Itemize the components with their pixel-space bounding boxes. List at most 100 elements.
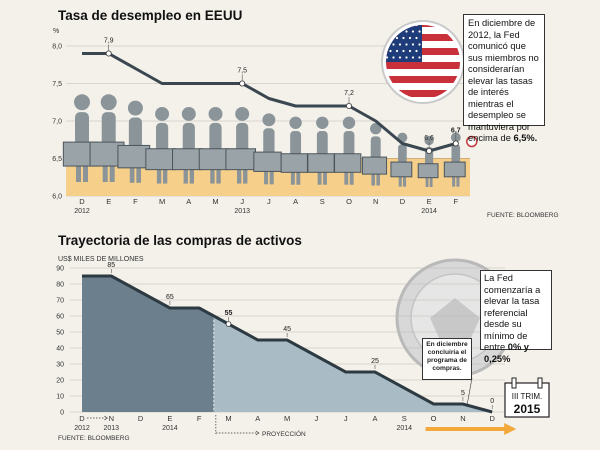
person-figure <box>390 132 413 187</box>
person-figure <box>225 107 257 184</box>
person-figure <box>334 116 362 185</box>
value-marker <box>239 80 246 87</box>
y-tick-label: 7,0 <box>52 119 62 126</box>
value-label: 6,7 <box>451 128 461 135</box>
calendar-icon: III TRIM. 2015 <box>504 377 550 418</box>
unemployment-y-unit: % <box>53 28 59 35</box>
fed-note-2-bold: 0% y 0,25% <box>484 342 529 364</box>
x-tick-label: O <box>431 414 437 423</box>
x-tick-label: D <box>79 414 85 423</box>
y-tick-label: 50 <box>56 330 64 337</box>
x-tick-label: A <box>372 414 377 423</box>
y-tick-label: 70 <box>56 298 64 305</box>
purchases-line <box>82 274 493 414</box>
value-label: 45 <box>283 326 291 333</box>
us-flag-icon <box>381 20 465 104</box>
value-label: 6,6 <box>424 135 434 142</box>
fed-note-unemployment: En diciembre de 2012, la Fed comunicó qu… <box>463 14 545 143</box>
end-marker <box>466 135 478 148</box>
value-marker <box>105 50 112 57</box>
x-tick-label: D <box>79 197 85 206</box>
value-marker <box>345 103 352 110</box>
x-tick-label: D <box>400 197 406 206</box>
x-tick-label: S <box>402 414 407 423</box>
assets-chart-title: Trayectoria de las compras de activos <box>58 233 302 248</box>
assets-y-unit: US$ MILES DE MILLONES <box>58 256 144 263</box>
value-label: 85 <box>107 262 115 269</box>
person-figure <box>89 94 125 183</box>
x-tick-label: N <box>109 414 114 423</box>
x-tick-label: O <box>346 197 352 206</box>
year-label: 2014 <box>397 425 413 432</box>
value-label: 55 <box>225 310 233 317</box>
x-tick-label: A <box>186 197 191 206</box>
arrow-head-icon <box>504 423 517 435</box>
person-figure <box>253 113 282 185</box>
y-tick-label: 0 <box>60 410 64 417</box>
y-tick-label: 8,0 <box>52 44 62 51</box>
x-tick-label: F <box>197 414 202 423</box>
x-tick-label: F <box>454 197 459 206</box>
y-tick-label: 6,5 <box>52 156 62 163</box>
unemployment-line <box>82 52 457 153</box>
y-tick-label: 7,5 <box>52 81 62 88</box>
x-tick-label: M <box>284 414 290 423</box>
person-figure <box>443 132 466 187</box>
value-label: 65 <box>166 294 174 301</box>
x-tick-label: D <box>489 414 495 423</box>
x-tick-label: E <box>427 197 432 206</box>
person-figure <box>62 94 98 183</box>
value-label: 25 <box>371 358 379 365</box>
y-tick-label: 80 <box>56 282 64 289</box>
value-label: 7,2 <box>344 90 354 97</box>
x-tick-label: J <box>344 414 348 423</box>
person-figure <box>198 107 230 184</box>
year-label: 2013 <box>234 208 250 215</box>
assets-source: FUENTE: BLOOMBERG <box>58 435 130 442</box>
value-label: 5 <box>461 390 465 397</box>
person-figure <box>307 116 335 185</box>
x-tick-label: A <box>255 414 260 423</box>
x-tick-label: F <box>133 197 138 206</box>
year-label: 2014 <box>162 425 178 432</box>
x-tick-label: J <box>315 414 319 423</box>
projection-label: PROYECCIÓN <box>262 429 306 438</box>
value-label: 7,9 <box>104 38 114 45</box>
person-figure <box>361 122 388 186</box>
fed-note-1-bold: 6,5%. <box>513 133 538 143</box>
x-tick-label: A <box>293 197 298 206</box>
x-tick-label: M <box>212 197 218 206</box>
calendar-label: III TRIM. <box>512 392 543 401</box>
calendar-year: 2015 <box>514 402 541 416</box>
value-label: 7,5 <box>237 68 247 75</box>
x-tick-label: J <box>240 197 244 206</box>
y-tick-label: 10 <box>56 394 64 401</box>
y-tick-label: 60 <box>56 314 64 321</box>
year-label: 2013 <box>104 425 120 432</box>
actual-area <box>82 276 214 412</box>
unemployment-source: FUENTE: BLOOMBERG <box>487 212 559 219</box>
x-tick-label: S <box>320 197 325 206</box>
program-end-note: En diciembre concluiría el programa de c… <box>422 338 472 380</box>
x-tick-label: J <box>267 197 271 206</box>
y-tick-label: 6,0 <box>52 194 62 201</box>
year-label: 2012 <box>74 208 90 215</box>
value-marker <box>426 147 433 154</box>
value-marker <box>452 140 459 147</box>
unemployment-chart-title: Tasa de desempleo en EEUU <box>58 8 242 23</box>
x-tick-label: N <box>373 197 378 206</box>
value-label: 0 <box>490 398 494 405</box>
year-label: 2014 <box>421 208 437 215</box>
y-tick-label: 40 <box>56 346 64 353</box>
fed-note-2-text: La Fed comenzaría a elevar la tasa refer… <box>484 273 541 352</box>
x-tick-label: E <box>167 414 172 423</box>
y-tick-label: 90 <box>56 266 64 273</box>
person-figure <box>145 107 176 184</box>
x-tick-label: E <box>106 197 111 206</box>
person-figure <box>172 107 203 184</box>
x-tick-label: M <box>225 414 231 423</box>
fed-note-1-text: En diciembre de 2012, la Fed comunicó qu… <box>468 18 539 143</box>
x-tick-label: N <box>460 414 465 423</box>
x-tick-label: D <box>138 414 144 423</box>
y-tick-label: 20 <box>56 378 64 385</box>
